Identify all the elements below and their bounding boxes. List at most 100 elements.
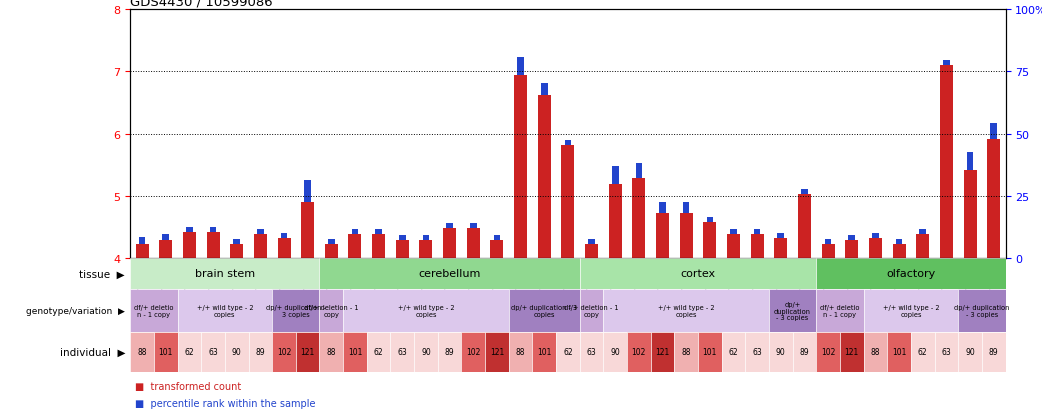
Bar [911,332,935,372]
Text: olfactory: olfactory [887,268,936,279]
Text: 89: 89 [445,348,454,356]
Bar [183,232,196,258]
Text: +/+ wild type - 2
copies: +/+ wild type - 2 copies [658,304,715,317]
Text: 62: 62 [563,348,573,356]
Bar [896,240,902,244]
Bar [320,332,343,372]
Text: brain stem: brain stem [195,268,255,279]
Bar [486,332,508,372]
Bar [769,289,816,332]
Text: df/+ deletion - 1
copy: df/+ deletion - 1 copy [565,304,619,317]
Bar [130,332,154,372]
Bar [656,214,669,258]
Bar [683,202,690,214]
Bar [793,332,816,372]
Text: 102: 102 [277,348,291,356]
Text: 63: 63 [752,348,762,356]
Bar [869,238,882,258]
Bar [375,230,382,235]
Bar [320,258,579,289]
Bar [348,235,362,258]
Bar [343,289,508,332]
Bar [816,289,864,332]
Bar [443,228,456,258]
Bar [769,332,793,372]
Text: 88: 88 [871,348,880,356]
Bar [650,332,674,372]
Bar [177,332,201,372]
Bar [249,332,272,372]
Bar [727,235,740,258]
Bar [391,332,414,372]
Bar [982,332,1006,372]
Text: 62: 62 [728,348,739,356]
Text: 101: 101 [892,348,907,356]
Bar [438,332,462,372]
Bar [585,244,598,258]
Text: df/+ deletion - 1
copy: df/+ deletion - 1 copy [304,304,358,317]
Bar [367,332,391,372]
Bar [420,241,432,258]
Bar [541,83,547,96]
Bar [777,233,785,238]
Text: +/+ wild type - 2
copies: +/+ wild type - 2 copies [398,304,454,317]
Bar [706,217,713,222]
Text: 90: 90 [965,348,975,356]
Text: 121: 121 [655,348,670,356]
Text: 101: 101 [702,348,717,356]
Bar [446,223,453,228]
Bar [848,236,855,241]
Bar [603,332,627,372]
Bar [745,332,769,372]
Bar [209,227,217,232]
Bar [272,289,320,332]
Text: +/+ wild type - 2
copies: +/+ wild type - 2 copies [197,304,253,317]
Bar [154,332,177,372]
Bar [609,185,622,258]
Bar [556,332,579,372]
Bar [304,181,311,202]
Bar [603,289,769,332]
Bar [467,228,479,258]
Text: 62: 62 [374,348,383,356]
Bar [679,214,693,258]
Bar [254,235,267,258]
Bar [730,230,737,235]
Bar [230,244,243,258]
Bar [517,58,524,75]
Bar [821,244,835,258]
Text: df/+ deletio
n - 1 copy: df/+ deletio n - 1 copy [820,304,860,317]
Text: dp/+ duplication - 3
copies: dp/+ duplication - 3 copies [512,304,577,317]
Bar [919,230,926,235]
Bar [320,289,343,332]
Bar [494,236,500,241]
Bar [372,235,386,258]
Bar [579,289,603,332]
Bar [562,145,574,258]
Text: 62: 62 [918,348,927,356]
Bar [722,332,745,372]
Bar [632,179,645,258]
Bar [660,202,666,214]
Text: dp/+ duplication
- 3 copies: dp/+ duplication - 3 copies [954,304,1010,317]
Bar [135,244,149,258]
Bar [159,241,172,258]
Bar [296,332,320,372]
Bar [225,332,249,372]
Bar [206,232,220,258]
Bar [579,332,603,372]
Text: 90: 90 [421,348,430,356]
Bar [538,96,551,258]
Bar [612,166,619,185]
Text: 63: 63 [397,348,407,356]
Text: 121: 121 [490,348,504,356]
Bar [816,332,840,372]
Bar [470,223,476,228]
Bar [845,241,859,258]
Bar [257,230,264,235]
Text: dp/+
duplication
- 3 copies: dp/+ duplication - 3 copies [774,301,811,320]
Bar [825,240,832,244]
Bar [967,153,973,170]
Bar [864,289,959,332]
Bar [491,241,503,258]
